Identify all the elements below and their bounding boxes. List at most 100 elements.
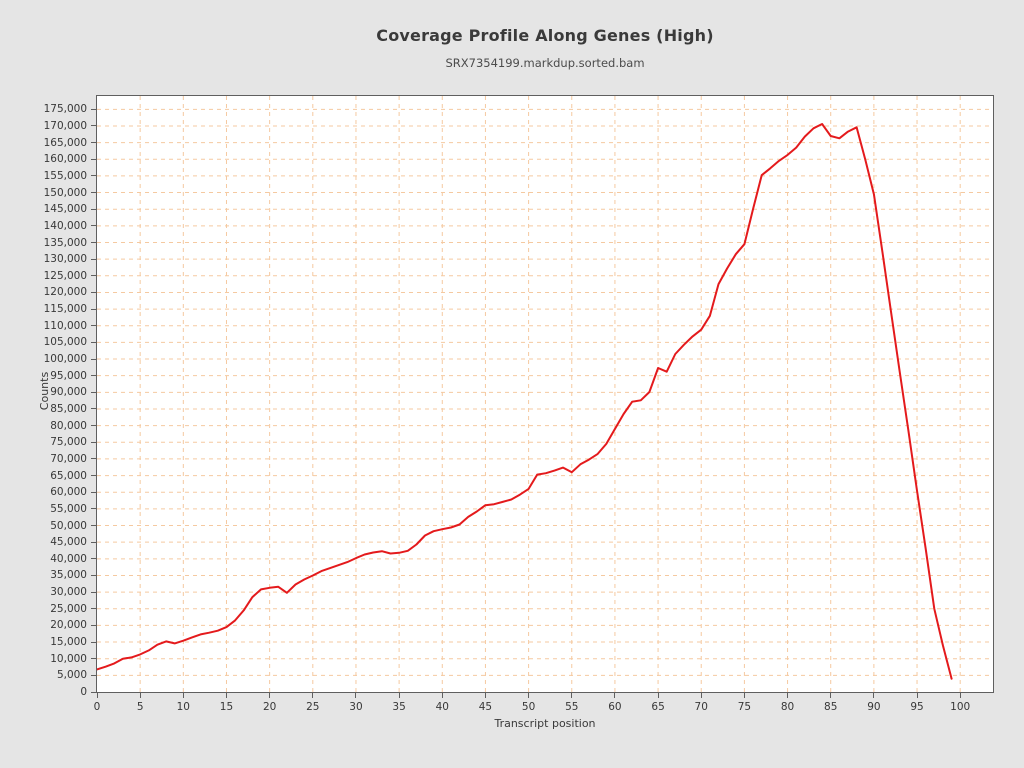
chart-title: Coverage Profile Along Genes (High) [376,26,714,45]
y-tick-label: 100,000 [43,353,87,366]
x-tick-label: 90 [867,701,881,713]
y-tick-label: 75,000 [50,436,87,449]
y-tick-mark [91,691,96,693]
x-tick-mark [830,693,832,698]
y-tick-mark [91,441,96,443]
y-tick-mark [91,475,96,477]
y-tick-label: 150,000 [43,186,87,199]
x-tick-mark [182,693,184,698]
y-tick-mark [91,125,96,127]
y-tick-label: 5,000 [56,669,87,682]
y-tick-mark [91,458,96,460]
y-tick-mark [91,358,96,360]
y-tick-mark [91,574,96,576]
x-tick-mark [312,693,314,698]
y-tick-label: 85,000 [50,402,87,415]
x-tick-label: 65 [651,701,665,713]
y-tick-mark [91,508,96,510]
y-tick-mark [91,225,96,227]
y-tick-label: 155,000 [43,169,87,182]
coverage-line [97,123,953,680]
y-tick-label: 175,000 [43,103,87,116]
x-tick-mark [441,693,443,698]
y-tick-label: 110,000 [43,319,87,332]
y-tick-label: 40,000 [50,552,87,565]
x-tick-mark [398,693,400,698]
y-tick-mark [91,674,96,676]
x-tick-mark [700,693,702,698]
y-tick-label: 165,000 [43,136,87,149]
x-axis-title: Transcript position [494,717,596,730]
x-tick-mark [787,693,789,698]
y-tick-mark [91,558,96,560]
y-tick-mark [91,658,96,660]
y-tick-mark [91,291,96,293]
y-tick-label: 20,000 [50,619,87,632]
y-tick-mark [91,341,96,343]
x-tick-label: 35 [392,701,406,713]
y-tick-mark [91,375,96,377]
x-tick-label: 15 [219,701,234,713]
x-tick-label: 45 [478,701,493,713]
y-tick-mark [91,175,96,177]
x-tick-mark [225,693,227,698]
x-tick-label: 25 [306,701,320,713]
x-tick-label: 30 [349,701,363,713]
y-tick-label: 10,000 [50,652,87,665]
y-tick-mark [91,391,96,393]
y-tick-mark [91,641,96,643]
x-tick-mark [139,693,141,698]
y-tick-mark [91,624,96,626]
x-tick-label: 100 [950,701,971,713]
y-tick-label: 70,000 [50,452,87,465]
y-tick-label: 160,000 [43,153,87,166]
x-tick-mark [657,693,659,698]
y-tick-label: 95,000 [50,369,87,382]
y-tick-label: 120,000 [43,286,87,299]
y-tick-mark [91,158,96,160]
plot-canvas [97,96,993,692]
y-tick-label: 30,000 [50,586,87,599]
y-tick-label: 60,000 [50,486,87,499]
y-tick-label: 90,000 [50,386,87,399]
x-tick-label: 95 [910,701,924,713]
x-tick-mark [528,693,530,698]
y-tick-mark [91,425,96,427]
x-tick-label: 5 [136,701,144,713]
y-tick-label: 145,000 [43,203,87,216]
plot-area [96,95,994,693]
x-tick-label: 50 [521,701,536,713]
x-tick-mark [959,693,961,698]
chart-subtitle: SRX7354199.markdup.sorted.bam [445,56,645,70]
x-tick-label: 60 [608,701,622,713]
y-tick-label: 80,000 [50,419,87,432]
y-tick-label: 0 [80,686,87,698]
x-tick-mark [571,693,573,698]
y-tick-label: 125,000 [43,269,87,282]
y-tick-label: 25,000 [50,602,87,615]
y-tick-mark [91,525,96,527]
y-tick-mark [91,192,96,194]
x-tick-label: 0 [93,701,101,713]
y-tick-mark [91,325,96,327]
x-tick-label: 55 [565,701,579,713]
x-tick-mark [269,693,271,698]
y-tick-mark [91,242,96,243]
y-tick-label: 135,000 [43,236,87,249]
y-tick-mark [91,275,96,277]
x-tick-label: 80 [780,701,795,713]
x-tick-mark [743,693,745,698]
y-tick-label: 15,000 [50,636,87,649]
y-tick-label: 170,000 [43,119,87,132]
y-tick-mark [91,591,96,593]
x-tick-label: 75 [737,701,752,713]
x-tick-label: 70 [694,701,708,713]
y-tick-label: 140,000 [43,219,87,232]
x-tick-label: 20 [262,701,277,713]
x-tick-mark [916,693,918,698]
y-tick-label: 105,000 [43,336,87,349]
x-tick-label: 85 [824,701,838,713]
x-tick-mark [873,693,875,698]
x-tick-mark [484,693,486,698]
